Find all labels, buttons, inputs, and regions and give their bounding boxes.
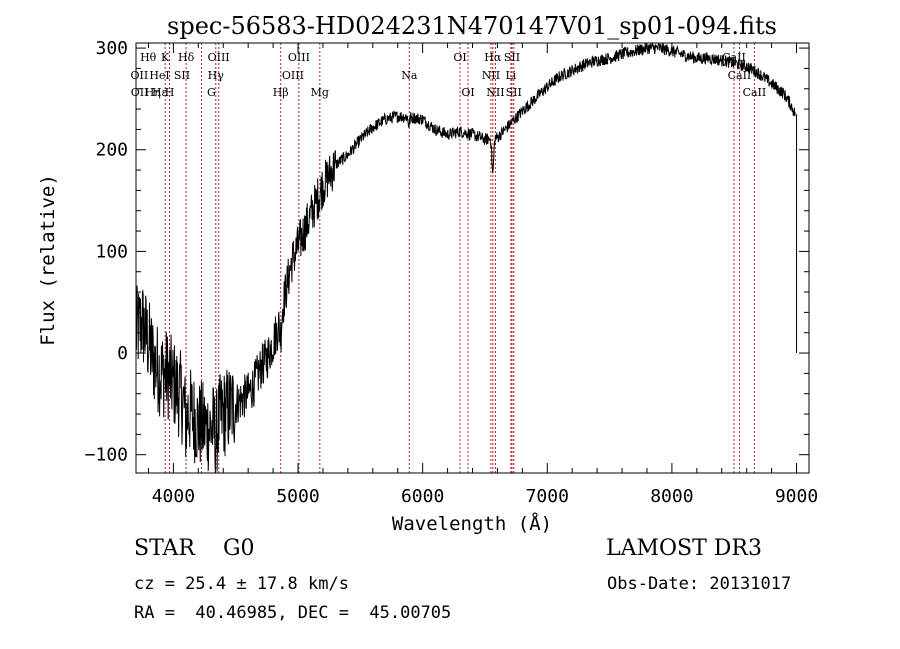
y-axis: −100 0 100 200 300 [85, 38, 809, 466]
line-label: OI [453, 51, 466, 64]
line-label: Hβ [273, 86, 289, 99]
y-tick-label: 300 [95, 38, 128, 59]
x-tick-label: 5000 [276, 486, 319, 507]
line-label: Hη [145, 86, 161, 99]
survey-name: LAMOST DR3 [606, 536, 762, 561]
x-tick-label: 8000 [650, 486, 693, 507]
line-label: SII [504, 51, 520, 64]
y-tick-label: −100 [85, 445, 128, 466]
x-tick-label: 9000 [775, 486, 818, 507]
line-label: SII [174, 69, 190, 82]
line-markers [164, 43, 755, 473]
line-label: SII [506, 86, 522, 99]
line-label: Hθ [140, 51, 157, 64]
x-axis-label: Wavelength (Å) [392, 512, 552, 535]
line-label: OI [461, 86, 474, 99]
line-label: Li [505, 69, 516, 82]
y-tick-label: 200 [95, 140, 128, 161]
x-axis: 4000 5000 6000 7000 8000 9000 [147, 43, 818, 507]
line-label: OII [131, 86, 149, 99]
line-label: H [165, 86, 175, 99]
y-tick-label: 100 [95, 241, 128, 262]
chart-title: spec-56583-HD024231N470147V01_sp01-094.f… [167, 12, 777, 40]
line-label: Mg [311, 86, 329, 99]
line-label: Hγ [208, 69, 225, 82]
observation-date: Obs-Date: 20131017 [607, 574, 792, 594]
line-label: G [207, 86, 216, 99]
line-label: CaII [728, 69, 752, 82]
line-label: OIII [282, 69, 304, 82]
y-tick-label: 0 [117, 343, 128, 364]
x-tick-label: 6000 [401, 486, 444, 507]
line-label: Hε [152, 86, 168, 99]
line-label: K [161, 51, 170, 64]
line-label: Hδ [178, 51, 195, 64]
redshift-velocity: cz = 25.4 ± 17.8 km/s [134, 574, 349, 594]
line-label: OII [131, 69, 149, 82]
line-label: OIII [208, 51, 230, 64]
line-label: HeI [149, 69, 169, 82]
x-tick-label: 7000 [526, 486, 569, 507]
line-label: OIII [288, 51, 310, 64]
y-axis-label: Flux (relative) [37, 174, 59, 346]
line-label: Na [401, 69, 418, 82]
line-label: Hα [484, 51, 502, 64]
line-label: CaII [743, 86, 767, 99]
line-label: NII [482, 69, 500, 82]
star-classification: STAR G0 [134, 536, 255, 561]
ra-dec-coordinates: RA = 40.46985, DEC = 45.00705 [134, 603, 452, 623]
x-tick-label: 4000 [152, 486, 195, 507]
line-label: NII [486, 86, 504, 99]
spectrum-line [135, 41, 796, 474]
